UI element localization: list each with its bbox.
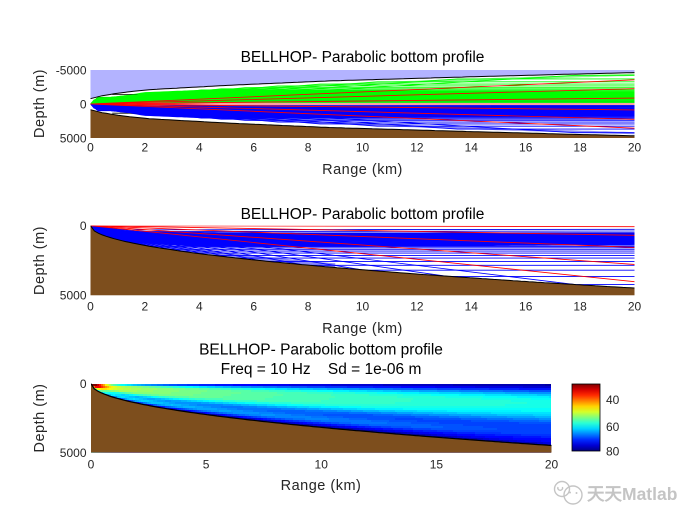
- svg-text:60: 60: [606, 420, 620, 434]
- svg-text:-5000: -5000: [56, 63, 87, 77]
- svg-text:6: 6: [250, 300, 257, 314]
- svg-text:5000: 5000: [60, 289, 87, 303]
- svg-text:天天Matlab: 天天Matlab: [587, 484, 677, 504]
- svg-text:Range (km): Range (km): [281, 478, 362, 494]
- svg-text:4: 4: [196, 300, 203, 314]
- svg-text:Range (km): Range (km): [322, 162, 403, 178]
- svg-text:6: 6: [250, 141, 257, 155]
- svg-text:2: 2: [142, 141, 149, 155]
- svg-text:18: 18: [573, 141, 587, 155]
- svg-text:12: 12: [410, 141, 424, 155]
- svg-text:Depth (m): Depth (m): [32, 69, 48, 138]
- svg-text:4: 4: [196, 141, 203, 155]
- svg-text:14: 14: [465, 141, 479, 155]
- svg-text:18: 18: [573, 300, 587, 314]
- svg-text:0: 0: [88, 458, 95, 472]
- svg-text:10: 10: [356, 300, 370, 314]
- svg-text:Range (km): Range (km): [322, 321, 403, 337]
- svg-text:Freq = 10 Hz Sd = 1e-06 m: Freq = 10 Hz Sd = 1e-06 m: [221, 361, 422, 378]
- svg-text:12: 12: [410, 300, 424, 314]
- svg-text:0: 0: [80, 97, 87, 111]
- svg-text:8: 8: [305, 300, 312, 314]
- svg-text:20: 20: [628, 141, 642, 155]
- svg-text:0: 0: [80, 219, 87, 233]
- svg-text:16: 16: [519, 141, 533, 155]
- svg-text:5000: 5000: [60, 446, 87, 460]
- svg-text:16: 16: [519, 300, 533, 314]
- svg-text:10: 10: [315, 458, 329, 472]
- svg-text:20: 20: [628, 300, 642, 314]
- svg-text:BELLHOP- Parabolic bottom prof: BELLHOP- Parabolic bottom profile: [199, 342, 443, 359]
- svg-text:8: 8: [305, 141, 312, 155]
- svg-text:5: 5: [203, 458, 210, 472]
- svg-text:5000: 5000: [60, 131, 87, 145]
- svg-text:80: 80: [606, 444, 620, 458]
- svg-text:14: 14: [465, 300, 479, 314]
- svg-text:Depth (m): Depth (m): [32, 384, 48, 453]
- svg-text:0: 0: [87, 141, 94, 155]
- svg-text:20: 20: [545, 458, 559, 472]
- svg-text:Depth (m): Depth (m): [32, 226, 48, 295]
- svg-text:0: 0: [87, 300, 94, 314]
- svg-text:0: 0: [80, 377, 87, 391]
- svg-text:10: 10: [356, 141, 370, 155]
- svg-text:40: 40: [606, 393, 620, 407]
- svg-text:BELLHOP- Parabolic bottom prof: BELLHOP- Parabolic bottom profile: [241, 206, 485, 223]
- svg-text:BELLHOP- Parabolic bottom prof: BELLHOP- Parabolic bottom profile: [241, 49, 485, 66]
- svg-text:2: 2: [142, 300, 149, 314]
- svg-text:15: 15: [430, 458, 444, 472]
